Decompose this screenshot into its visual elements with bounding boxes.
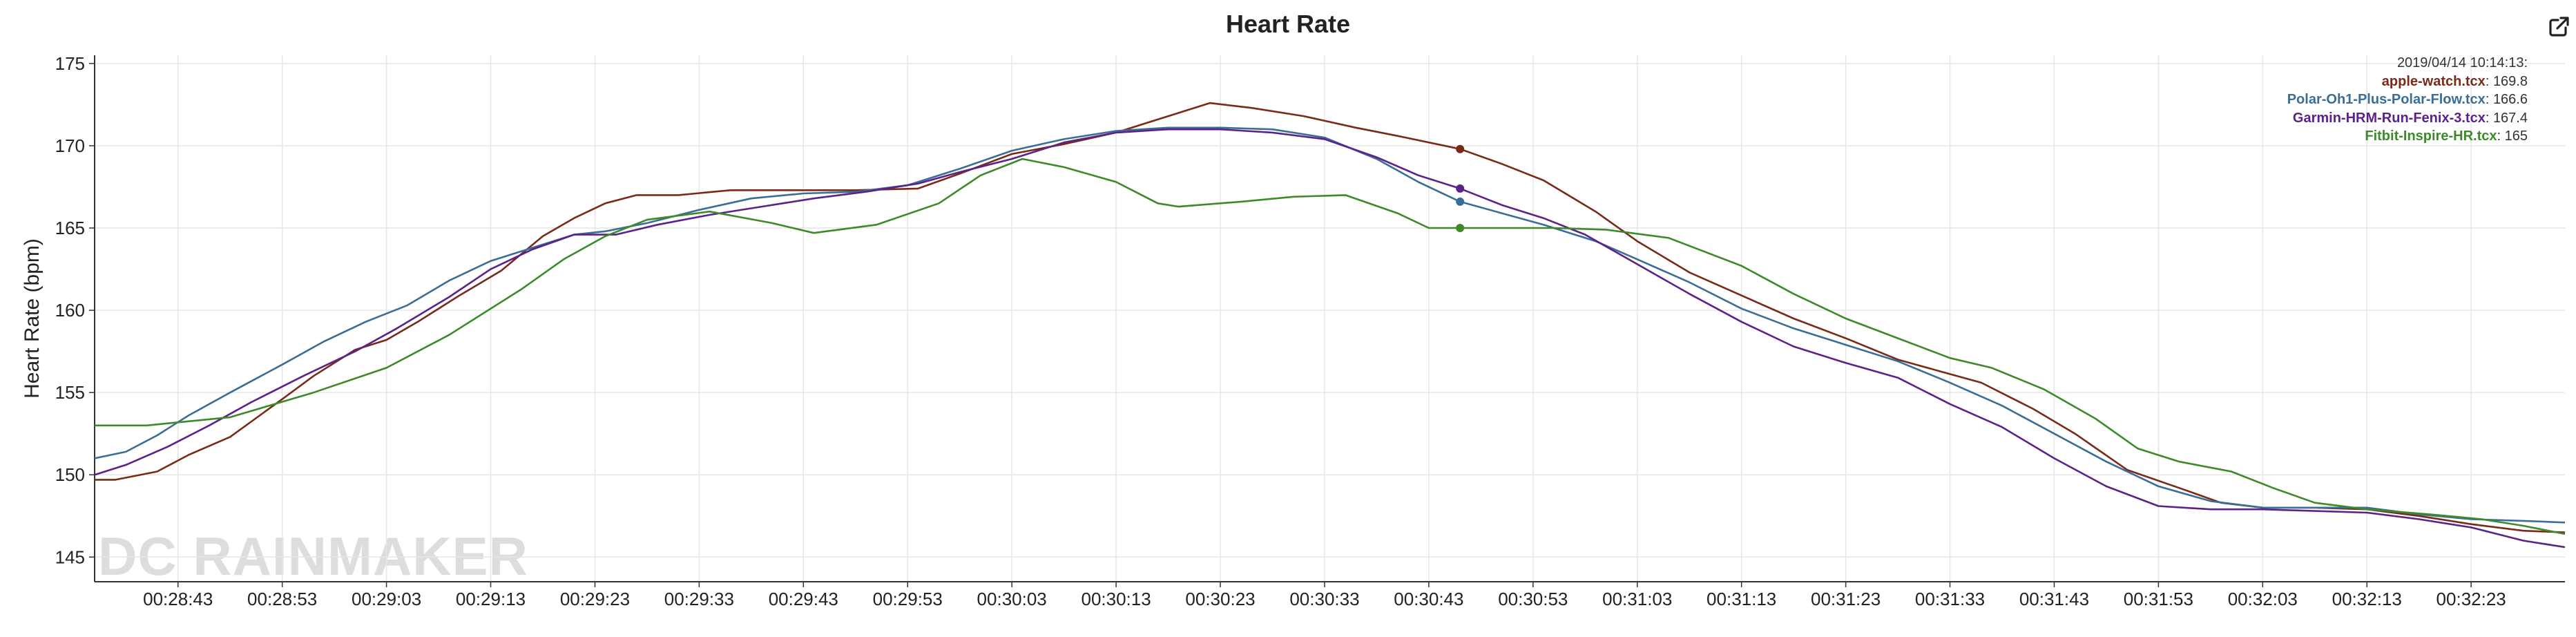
x-tick-label: 00:30:33 — [1289, 589, 1359, 609]
legend-entry-polar: Polar-Oh1-Plus-Polar-Flow.tcx: 166.6 — [2287, 92, 2528, 107]
legend-series-value: 167.4 — [2492, 110, 2528, 126]
x-tick-label: 00:31:23 — [1811, 589, 1881, 609]
x-tick-label: 00:30:13 — [1081, 589, 1151, 609]
x-tick-label: 00:29:53 — [873, 589, 943, 609]
x-tick-label: 00:30:43 — [1394, 589, 1463, 609]
legend-timestamp: 2019/04/14 10:14:13: — [2396, 55, 2528, 70]
x-tick-label: 00:32:13 — [2332, 589, 2402, 609]
legend-series-value: 165 — [2504, 129, 2528, 144]
legend-entry-fitbit: Fitbit-Inspire-HR.tcx: 165 — [2365, 129, 2528, 144]
x-tick-label: 00:32:23 — [2436, 589, 2506, 609]
x-tick-label: 00:31:33 — [1915, 589, 1985, 609]
legend-series-name: apple-watch.tcx — [2381, 73, 2486, 89]
x-tick-label: 00:31:03 — [1602, 589, 1672, 609]
x-tick-label: 00:30:03 — [977, 589, 1047, 609]
legend-series-name: Garmin-HRM-Run-Fenix-3.tcx — [2292, 110, 2486, 126]
x-tick-label: 00:29:03 — [352, 589, 421, 609]
cursor-marker — [1456, 144, 1465, 153]
series-line-garmin-hrm-run-fenix-3 — [94, 128, 2566, 549]
series-line-polar-oh1-plus-polar-flow — [94, 126, 2566, 524]
legend-series-value: 169.8 — [2492, 73, 2528, 89]
legend-entry-apple-watch: apple-watch.tcx: 169.8 — [2381, 73, 2528, 89]
legend-entry-garmin: Garmin-HRM-Run-Fenix-3.tcx: 167.4 — [2292, 110, 2528, 126]
series-line-fitbit-inspire-hr — [95, 158, 2566, 535]
watermark: DC RAINMAKER — [98, 526, 528, 587]
y-tick-label: 160 — [55, 300, 85, 321]
y-tick-label: 155 — [55, 382, 85, 403]
chart-title: Heart Rate — [1225, 10, 1351, 38]
y-tick-label: 175 — [55, 53, 85, 74]
y-axis-label: Heart Rate (bpm) — [21, 238, 44, 399]
axes — [89, 55, 2565, 587]
x-axis-ticks: 00:28:43 00:28:53 00:29:03 00:29:13 00:29:23… — [143, 589, 2506, 609]
y-tick-label: 150 — [55, 464, 85, 485]
cursor-marker — [1456, 197, 1465, 206]
cursor-marker — [1456, 184, 1465, 193]
x-tick-label: 00:28:53 — [247, 589, 317, 609]
x-tick-label: 00:31:13 — [1707, 589, 1776, 609]
cursor-markers — [1456, 144, 1465, 233]
x-tick-label: 00:28:43 — [143, 589, 213, 609]
legend-series-name: Fitbit-Inspire-HR.tcx — [2365, 129, 2497, 144]
series-lines — [94, 102, 2566, 549]
x-tick-label: 00:30:53 — [1498, 589, 1568, 609]
y-tick-label: 165 — [55, 218, 85, 238]
x-tick-label: 00:29:23 — [560, 589, 630, 609]
x-tick-label: 00:30:23 — [1185, 589, 1255, 609]
grid — [95, 55, 2565, 582]
x-tick-label: 00:31:53 — [2124, 589, 2193, 609]
legend-series-name: Polar-Oh1-Plus-Polar-Flow.tcx — [2287, 92, 2486, 107]
cursor-marker — [1456, 224, 1465, 233]
x-tick-label: 00:32:03 — [2228, 589, 2298, 609]
series-line-apple-watch — [95, 102, 2566, 533]
legend: 2019/04/14 10:14:13: apple-watch.tcx: 16… — [2287, 54, 2528, 146]
x-tick-label: 00:29:43 — [769, 589, 838, 609]
y-tick-label: 170 — [55, 135, 85, 156]
y-tick-label: 145 — [55, 546, 85, 567]
y-axis-ticks: 145 150 155 160 165 170 175 — [55, 53, 85, 567]
x-tick-label: 00:29:13 — [456, 589, 526, 609]
legend-series-value: 166.6 — [2492, 92, 2528, 107]
x-tick-label: 00:31:43 — [2019, 589, 2089, 609]
external-link-icon[interactable] — [2547, 15, 2570, 39]
x-tick-label: 00:29:33 — [664, 589, 734, 609]
